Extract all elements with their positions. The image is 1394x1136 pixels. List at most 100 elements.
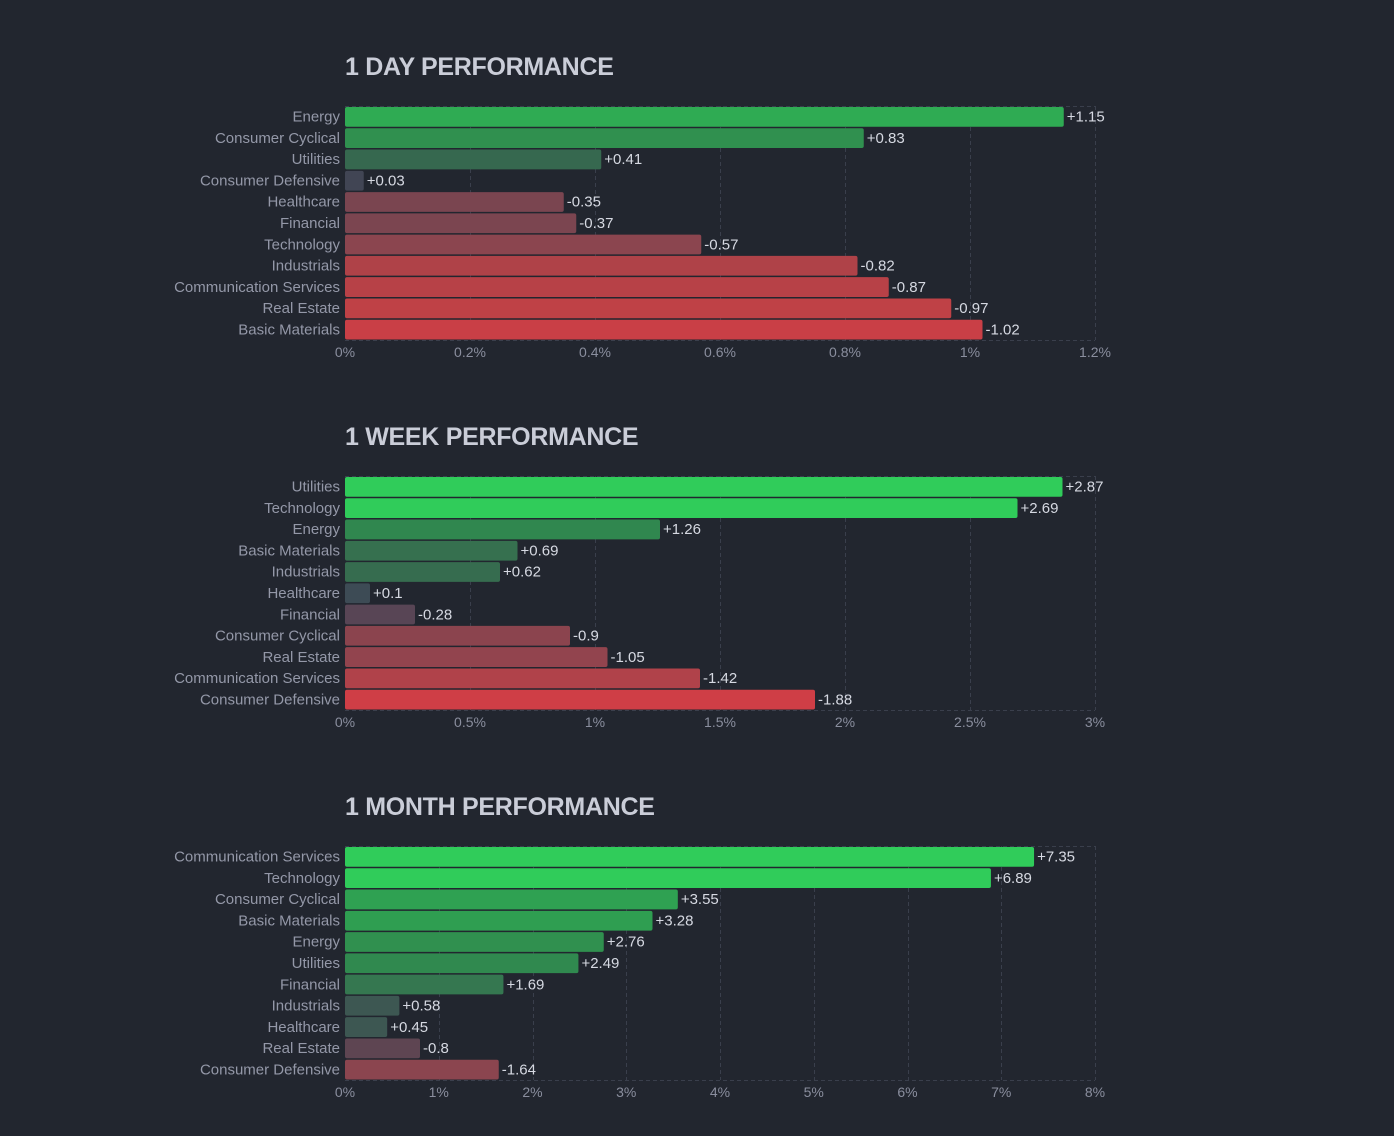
- value-label: +2.87: [1066, 479, 1104, 496]
- category-label: Industrials: [272, 998, 340, 1015]
- tick-label: 1.5%: [704, 714, 736, 730]
- category-label: Consumer Cyclical: [215, 891, 340, 908]
- category-label: Consumer Cyclical: [215, 628, 340, 645]
- bar: [345, 647, 608, 667]
- category-label: Energy: [292, 109, 340, 126]
- category-label: Technology: [264, 236, 340, 253]
- bar: [345, 107, 1064, 127]
- chart-title: 1 MONTH PERFORMANCE: [345, 793, 655, 821]
- bar: [345, 562, 500, 582]
- bar: [345, 583, 370, 604]
- value-label: -0.9: [573, 628, 599, 645]
- value-label: +0.62: [503, 564, 541, 581]
- category-label: Basic Materials: [238, 542, 340, 559]
- value-label: +0.58: [402, 998, 440, 1015]
- category-label: Consumer Defensive: [200, 691, 340, 708]
- category-label: Healthcare: [267, 1019, 340, 1036]
- category-label: Consumer Defensive: [200, 1061, 340, 1078]
- bar: [345, 519, 660, 540]
- tick-label: 0%: [335, 714, 355, 730]
- value-label: -0.8: [423, 1040, 449, 1057]
- value-label: +0.1: [373, 585, 403, 602]
- value-label: +0.45: [390, 1019, 428, 1036]
- category-label: Technology: [264, 500, 340, 517]
- value-label: -1.88: [818, 691, 852, 708]
- bar: [345, 668, 700, 689]
- bar: [345, 213, 577, 234]
- value-label: -0.97: [954, 300, 988, 317]
- value-label: -1.05: [611, 649, 645, 666]
- category-label: Real Estate: [262, 1040, 340, 1057]
- bar: [345, 1059, 499, 1080]
- bar: [345, 910, 653, 931]
- tick-label: 3%: [616, 1084, 636, 1100]
- bar: [345, 498, 1018, 519]
- tick-label: 0.2%: [454, 344, 486, 360]
- category-label: Basic Materials: [238, 912, 340, 929]
- tick-label: 1%: [429, 1084, 449, 1100]
- value-label: +1.69: [506, 976, 544, 993]
- tick-label: 3%: [1085, 714, 1105, 730]
- value-label: -0.28: [418, 606, 452, 623]
- bar: [345, 277, 889, 297]
- category-label: Communication Services: [174, 279, 340, 296]
- tick-label: 2%: [522, 1084, 542, 1100]
- category-label: Consumer Cyclical: [215, 130, 340, 147]
- bar: [345, 974, 504, 995]
- category-label: Technology: [264, 870, 340, 887]
- category-label: Consumer Defensive: [200, 172, 340, 189]
- bar: [345, 932, 604, 952]
- bar: [345, 604, 415, 625]
- tick-label: 1%: [960, 344, 980, 360]
- category-label: Energy: [292, 521, 340, 538]
- category-label: Utilities: [292, 479, 340, 496]
- category-label: Utilities: [292, 955, 340, 972]
- bar: [345, 319, 983, 340]
- bar: [345, 192, 564, 212]
- tick-label: 8%: [1085, 1084, 1105, 1100]
- tick-label: 0.5%: [454, 714, 486, 730]
- value-label: +0.03: [367, 172, 405, 189]
- value-label: +0.83: [867, 130, 905, 147]
- value-label: +0.69: [521, 542, 559, 559]
- category-label: Industrials: [272, 258, 340, 275]
- tick-label: 0%: [335, 1084, 355, 1100]
- tick-label: 2.5%: [954, 714, 986, 730]
- tick-label: 6%: [897, 1084, 917, 1100]
- tick-label: 0.4%: [579, 344, 611, 360]
- value-label: +1.15: [1067, 109, 1105, 126]
- tick-label: 0%: [335, 344, 355, 360]
- value-label: -0.82: [861, 258, 895, 275]
- bar: [345, 889, 678, 910]
- category-label: Healthcare: [267, 194, 340, 211]
- bar: [345, 689, 815, 710]
- category-label: Real Estate: [262, 300, 340, 317]
- chart-plot: Utilities +2.87 Technology +2.69 Energy +1.26…: [174, 476, 1105, 730]
- bar: [345, 953, 579, 974]
- bar: [345, 868, 991, 889]
- category-label: Financial: [280, 976, 340, 993]
- category-label: Financial: [280, 215, 340, 232]
- category-label: Financial: [280, 606, 340, 623]
- bar: [345, 477, 1063, 497]
- chart-plot: Energy +1.15 Consumer Cyclical +0.83 Utiliti…: [174, 106, 1111, 360]
- tick-label: 0.6%: [704, 344, 736, 360]
- value-label: +3.55: [681, 891, 719, 908]
- bar: [345, 234, 702, 255]
- value-label: +2.76: [607, 934, 645, 951]
- bar: [345, 625, 570, 646]
- category-label: Energy: [292, 934, 340, 951]
- bar: [345, 1017, 388, 1037]
- value-label: -1.02: [986, 321, 1020, 338]
- value-label: -0.87: [892, 279, 926, 296]
- value-label: +2.49: [581, 955, 619, 972]
- bar: [345, 128, 864, 149]
- category-label: Basic Materials: [238, 321, 340, 338]
- tick-label: 4%: [710, 1084, 730, 1100]
- value-label: +3.28: [656, 912, 694, 929]
- tick-label: 0.8%: [829, 344, 861, 360]
- category-label: Communication Services: [174, 849, 340, 866]
- value-label: -0.57: [704, 236, 738, 253]
- value-label: +6.89: [994, 870, 1032, 887]
